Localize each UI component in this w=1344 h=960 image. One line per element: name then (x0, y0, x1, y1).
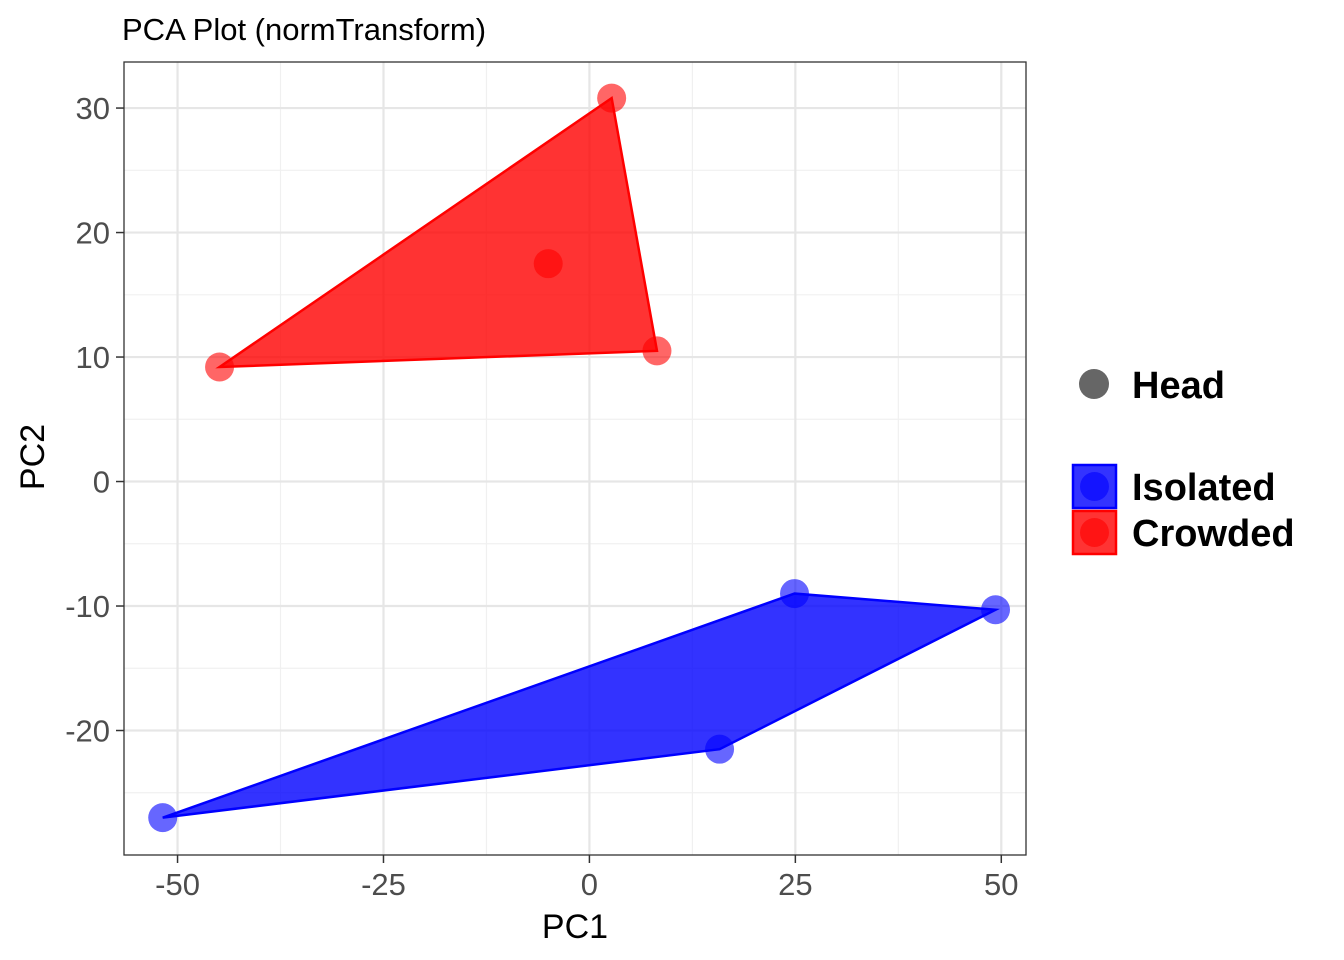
point-isolated (780, 579, 810, 609)
y-axis-ticks: -20 -10 0 10 20 30 (65, 91, 124, 749)
y-tick-label: 20 (76, 216, 110, 251)
point-crowded (205, 352, 235, 382)
hull-crowded (215, 95, 659, 369)
y-axis-title: PC2 (14, 424, 52, 490)
point-crowded (642, 336, 672, 366)
point-crowded (533, 249, 563, 279)
legend-label-isolated: Isolated (1132, 467, 1276, 509)
legend-key-point-isolated (1080, 472, 1109, 501)
y-tick-label: -10 (65, 589, 110, 624)
legend-label-crowded: Crowded (1132, 513, 1295, 555)
y-tick-label: 0 (93, 465, 110, 500)
panel-border (123, 61, 1027, 856)
x-tick-label: 25 (778, 867, 812, 902)
legend-shape-label: Head (1132, 365, 1225, 407)
hull-isolated (162, 592, 1001, 819)
y-tick-label: 10 (76, 340, 110, 375)
x-tick-label: -25 (361, 867, 406, 902)
point-crowded (597, 83, 627, 113)
group-hulls (162, 95, 1001, 819)
x-axis-ticks: -50 -25 0 25 50 (155, 855, 1019, 902)
x-tick-label: -50 (155, 867, 200, 902)
legend-shape-key (1079, 369, 1109, 399)
legend-key-point-crowded (1080, 518, 1109, 547)
point-isolated (705, 734, 735, 764)
x-tick-label: 50 (984, 867, 1018, 902)
data-points (148, 83, 1011, 833)
x-tick-label: 0 (581, 867, 598, 902)
point-isolated (148, 803, 178, 833)
point-isolated (981, 595, 1011, 625)
y-tick-label: -20 (65, 714, 110, 749)
chart-title: PCA Plot (normTransform) (122, 12, 486, 47)
y-tick-label: 30 (76, 91, 110, 126)
x-axis-title: PC1 (542, 908, 608, 946)
